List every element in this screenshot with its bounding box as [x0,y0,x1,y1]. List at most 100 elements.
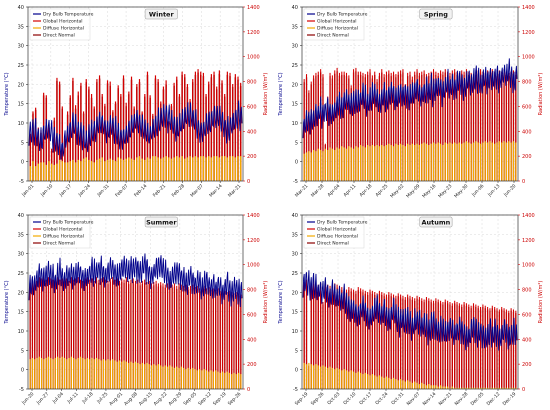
x-tick-label: May-02 [389,183,405,199]
y2-tick-label: 1200 [522,238,535,244]
x-tick-label: Jun-13 [486,183,501,198]
y-tick-label: 0 [295,160,298,166]
x-tick-label: Mar-14 [208,183,224,199]
x-tick-label: Jan-31 [95,183,110,198]
y-tick-label: 15 [18,310,24,316]
x-tick-label: Aug-22 [153,391,169,407]
y2-tick-label: 1400 [522,213,535,219]
x-tick-label: Jan-01 [20,183,35,198]
y-tick-label: 30 [292,44,298,50]
y-tick-label: 5 [295,348,298,354]
x-tick-label: Sep-19 [294,391,310,407]
y-tick-label: 15 [18,102,24,108]
y2-tick-label: 1400 [247,5,260,11]
x-tick-label: Nov-28 [454,391,470,407]
y2-tick-label: 600 [247,104,257,110]
x-tick-label: Nov-21 [438,391,454,407]
legend-label: Diffuse Horizontal [43,234,84,240]
legend-label: Global Horizontal [317,19,357,25]
x-tick-label: Apr-25 [374,183,389,198]
y-tick-label: -5 [19,179,24,185]
y2-tick-label: 800 [247,80,257,86]
y-tick-label: 30 [18,252,24,258]
chart-panel-spring: -5 0 5 10 15 20 25 30 35 40 Temperature (°C) 0 200 40… [278,5,544,199]
x-tick-label: Aug-08 [123,391,139,407]
dry-bulb-temperature-line [302,270,518,351]
y2-tick-label: 400 [247,337,257,343]
y-tick-label: 0 [21,160,24,166]
y-tick-label: 40 [18,213,24,219]
y2-tick-label: 0 [247,387,250,393]
y2-tick-label: 1000 [522,263,535,269]
y2-tick-label: 1400 [522,5,535,11]
x-tick-label: Sep-12 [197,391,213,407]
x-tick-label: Jun-06 [470,183,485,198]
y-axis-label: Temperature (°C) [4,280,10,324]
y2-tick-label: 0 [522,387,525,393]
chart-title: Autumn [422,219,451,227]
legend-label: Direct Normal [43,241,75,247]
y-tick-label: 25 [292,271,298,277]
y-axis-label: Temperature (°C) [278,72,284,116]
x-tick-label: Sep-26 [310,391,326,407]
legend-label: Direct Normal [317,33,349,39]
title-box [419,8,453,20]
left-axis: -5 0 5 10 15 20 25 30 35 40 Temperature (°C) [278,213,302,393]
y-tick-label: 40 [18,5,24,11]
y2-tick-label: 200 [522,154,532,160]
y-tick-label: 25 [292,63,298,69]
legend-label: Diffuse Horizontal [43,26,84,32]
legend-label: Dry Bulb Temperature [317,12,368,18]
title-box [419,216,453,228]
right-axis: 0 200 400 600 800 1000 1200 1400 Radiation (W/m²… [243,5,269,185]
legend-label: Direct Normal [43,33,75,39]
x-tick-label: May-30 [453,183,469,199]
x-tick-label: Nov-07 [406,391,422,407]
x-tick-label: May-09 [405,183,421,199]
left-axis: -5 0 5 10 15 20 25 30 35 40 Temperature (°C) [278,5,302,185]
y2-axis-label: Radiation (W/m²) [263,73,269,116]
x-tick-label: Jan-24 [77,183,92,198]
y2-tick-label: 200 [522,362,532,368]
x-tick-label: Sep-05 [182,391,198,407]
chart-title: Spring [424,11,448,19]
x-tick-label: Mar-07 [189,183,205,199]
y-tick-label: 10 [18,121,24,127]
y-tick-label: 0 [295,368,298,374]
y2-tick-label: 1000 [247,263,260,269]
chart-panel-autumn: -5 0 5 10 15 20 25 30 35 40 Temperature (°C) 0 200 40… [278,213,544,407]
x-tick-label: Jul-18 [80,391,94,405]
x-tick-label: Oct-24 [374,391,389,406]
x-axis: Mar-21 Mar-28 Apr-04 Apr-11 Apr-18 Apr-25 May-… [294,181,517,199]
legend-label: Global Horizontal [43,19,83,25]
x-tick-label: Jul-11 [66,391,80,405]
y2-tick-label: 600 [522,104,532,110]
x-tick-label: Apr-04 [326,183,341,198]
y-tick-label: 10 [18,329,24,335]
y2-tick-label: 200 [247,154,257,160]
y2-tick-label: 1200 [247,238,260,244]
x-tick-label: Feb-14 [133,183,148,198]
y-axis-label: Temperature (°C) [4,72,10,116]
x-tick-label: Jul-25 [95,391,109,405]
y-tick-label: 20 [18,82,24,88]
x-tick-label: May-23 [437,183,453,199]
legend-label: Global Horizontal [317,227,357,233]
y2-tick-label: 0 [247,179,250,185]
y-tick-label: 15 [292,310,298,316]
x-tick-label: Mar-21 [294,183,310,199]
y-tick-label: -5 [293,387,298,393]
left-axis: -5 0 5 10 15 20 25 30 35 40 Temperature (°C) [4,213,28,393]
legend-label: Dry Bulb Temperature [43,12,94,18]
x-tick-label: Dec-12 [486,391,502,407]
title-box [144,216,178,228]
y-tick-label: 30 [292,252,298,258]
x-tick-label: Mar-28 [310,183,326,199]
x-tick-label: Dec-05 [470,391,486,407]
x-tick-label: Aug-01 [108,391,124,407]
y-tick-label: 20 [18,290,24,296]
legend-label: Diffuse Horizontal [317,26,358,32]
x-tick-label: Jun-27 [35,391,50,406]
